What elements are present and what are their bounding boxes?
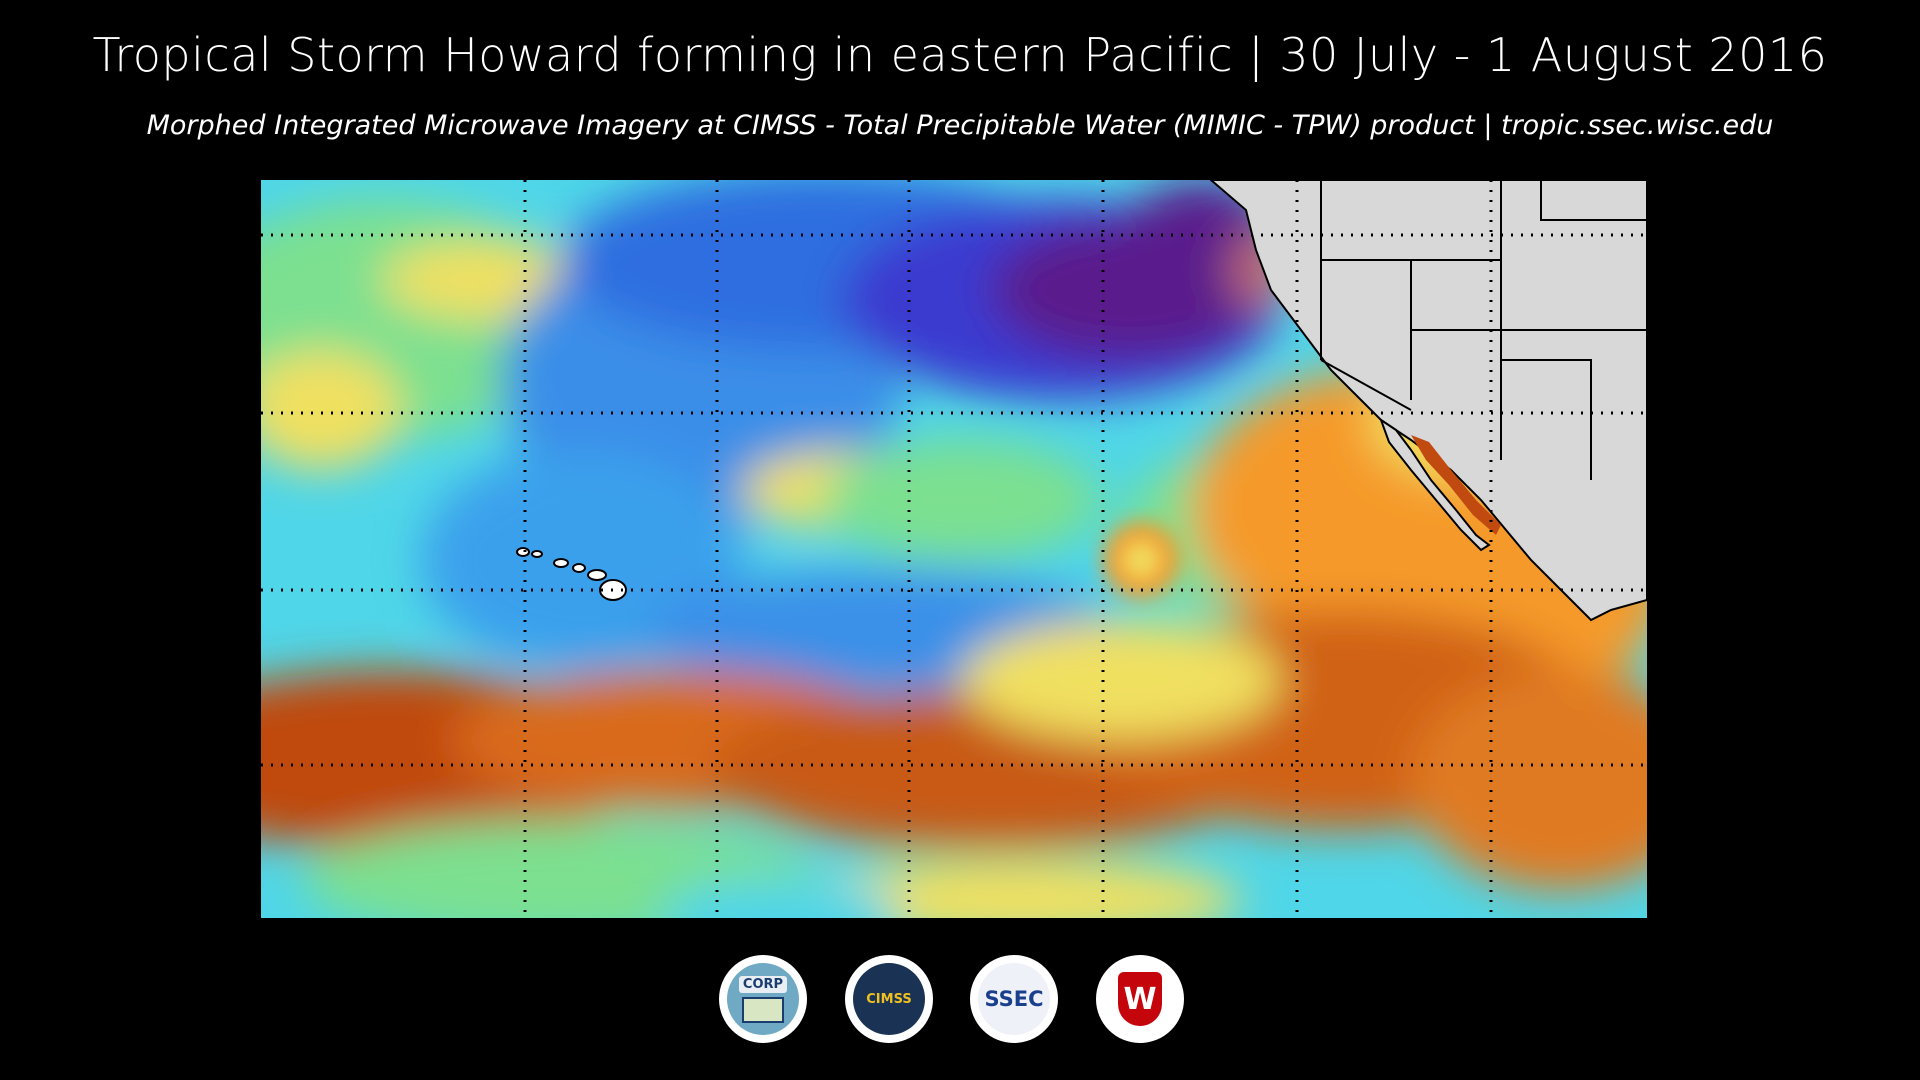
graticule [261,180,1647,918]
cimss-logo: CIMSS [845,955,933,1043]
page-subtitle: Morphed Integrated Microwave Imagery at … [146,110,1774,141]
logo-row: CORP CIMSS SSEC W [0,955,1920,1045]
state-boundaries [1320,180,1647,480]
storm-howard [1103,522,1179,598]
corp-logo: CORP [719,955,807,1043]
tpw-map-canvas [261,180,1647,918]
corp-book-icon [742,996,784,1023]
ssec-logo-text: SSEC [978,963,1050,1035]
corp-logo-text: CORP [738,975,788,993]
page-title: Tropical Storm Howard forming in eastern… [92,28,1828,82]
land-baja [1379,417,1491,552]
uw-logo: W [1096,955,1184,1043]
gulf-of-california [1411,435,1501,535]
uw-shield-icon: W [1118,972,1162,1026]
ssec-logo: SSEC [970,955,1058,1043]
tpw-map [261,180,1647,918]
cimss-logo-text: CIMSS [853,963,925,1035]
